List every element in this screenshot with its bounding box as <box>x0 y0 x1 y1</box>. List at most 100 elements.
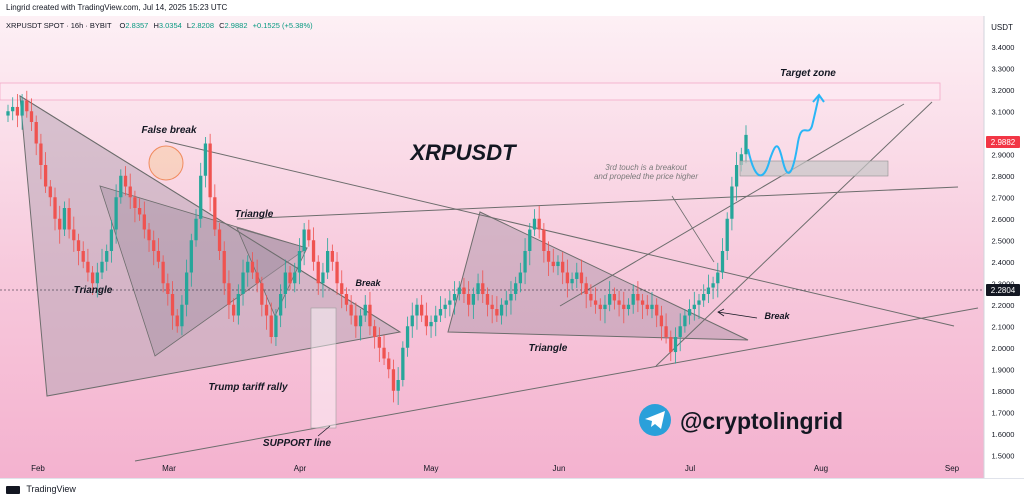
watermark-title: XRPUSDT <box>408 140 517 165</box>
candle-body <box>25 100 29 112</box>
candle-body <box>236 294 240 316</box>
candle-body <box>161 261 165 284</box>
candle-body <box>373 326 377 337</box>
candle-body <box>528 229 532 251</box>
candle-body <box>156 251 161 262</box>
candle-body <box>645 304 649 310</box>
candle-body <box>363 304 367 316</box>
candle-body <box>316 261 320 284</box>
x-tick-label: Aug <box>814 464 828 473</box>
candle-body <box>631 294 635 305</box>
candle-body <box>241 272 245 294</box>
price-scale[interactable] <box>984 16 1024 478</box>
candle-body <box>203 143 208 176</box>
candle-body <box>307 229 311 241</box>
candle-body <box>452 294 457 301</box>
x-axis-ticks: Feb Mar Apr May Jun Jul Aug Sep <box>31 464 960 473</box>
candle-body <box>368 304 372 327</box>
candle-body <box>518 272 523 284</box>
chart-area[interactable]: USDT XRPUSDT SPOT · 16h · BYBIT O2.8357 … <box>0 16 1024 478</box>
candle-body <box>387 358 391 370</box>
svg-text:XRPUSDT SPOT · 16h · BYBIT: XRPUSDT SPOT · 16h · BYBIT O2.8357 H3.03… <box>6 21 313 30</box>
candle-body <box>260 283 264 305</box>
y-tick-label: 2.0000 <box>992 344 1015 353</box>
candle-body <box>123 175 128 187</box>
triangle-label-3: Triangle <box>529 343 568 354</box>
x-tick-label: Sep <box>945 464 960 473</box>
candle-body <box>471 294 476 305</box>
x-tick-label: May <box>423 464 438 473</box>
candle-body <box>664 326 668 337</box>
candle-body <box>34 122 38 144</box>
x-tick-label: Apr <box>294 464 307 473</box>
trump-rally-label: Trump tariff rally <box>208 382 288 393</box>
candle-body <box>744 134 748 155</box>
dotted-price-text: 2.2804 <box>991 286 1016 295</box>
candle-body <box>626 304 631 310</box>
candle-body <box>20 100 24 116</box>
candle-body <box>702 294 706 301</box>
candle-body <box>608 294 612 305</box>
dotted-price-badge <box>986 284 1020 296</box>
candle-body <box>377 337 381 348</box>
candle-body <box>438 309 443 316</box>
y-tick-label: 2.9000 <box>992 150 1015 159</box>
candle-body <box>589 294 593 301</box>
candle-body <box>739 154 743 165</box>
chart-svg[interactable]: USDT XRPUSDT SPOT · 16h · BYBIT O2.8357 … <box>0 16 1024 478</box>
candle-body <box>655 304 659 316</box>
candle-body <box>429 321 433 327</box>
candle-body <box>137 208 142 215</box>
candle-body <box>584 283 588 294</box>
triangle-label-2: Triangle <box>235 209 274 220</box>
consolidation-box <box>739 160 889 177</box>
ascending-trendline-1 <box>655 101 933 367</box>
x-tick-label: Jul <box>685 464 695 473</box>
candle-body <box>100 261 104 273</box>
target-zone-box <box>0 82 941 101</box>
candle-body <box>114 197 118 230</box>
candle-body <box>612 294 617 301</box>
candle-body <box>208 143 212 198</box>
y-tick-label: 3.2000 <box>992 86 1015 95</box>
y-tick-label: 2.2000 <box>992 301 1015 310</box>
break-label-1: Break <box>355 278 381 288</box>
y-tick-label: 2.4000 <box>992 258 1015 267</box>
chart-legend: XRPUSDT SPOT · 16h · BYBIT O2.8357 H3.03… <box>6 21 313 30</box>
y-tick-label: 1.7000 <box>992 408 1015 417</box>
candle-body <box>250 261 255 273</box>
candle-body <box>217 229 222 251</box>
brand-handle: @cryptolingrid <box>680 408 843 434</box>
y-tick-label: 3.4000 <box>992 43 1015 52</box>
candle-body <box>443 304 447 310</box>
candle-body <box>448 300 452 305</box>
candle-body <box>617 300 621 305</box>
candle-body <box>415 304 419 316</box>
candle-body <box>53 197 57 219</box>
candle-body <box>349 304 353 316</box>
candle-body <box>288 272 292 284</box>
legend-high: 3.0354 <box>159 21 182 30</box>
candle-body <box>565 272 570 284</box>
candle-body <box>48 186 52 198</box>
candle-body <box>551 261 555 267</box>
candle-body <box>593 300 598 305</box>
candle-body <box>105 251 109 262</box>
candle-body <box>189 240 193 273</box>
candle-body <box>467 294 471 305</box>
target-zone-label: Target zone <box>780 68 836 79</box>
candle-body <box>213 197 217 230</box>
x-tick-label: Jun <box>553 464 566 473</box>
candle-body <box>283 272 287 294</box>
y-tick-label: 3.3000 <box>992 64 1015 73</box>
candle-body <box>354 315 358 327</box>
y-tick-label: 2.7000 <box>992 193 1015 202</box>
candle-body <box>720 251 725 273</box>
y-tick-label: 1.9000 <box>992 365 1015 374</box>
candle-body <box>11 106 15 112</box>
candle-body <box>133 197 137 208</box>
candle-body <box>166 283 170 294</box>
candle-body <box>523 251 527 273</box>
candle-body <box>495 309 499 316</box>
y-axis-ticks: 3.4000 3.3000 3.2000 3.1000 2.9000 2.8000 2.70… <box>992 43 1015 461</box>
